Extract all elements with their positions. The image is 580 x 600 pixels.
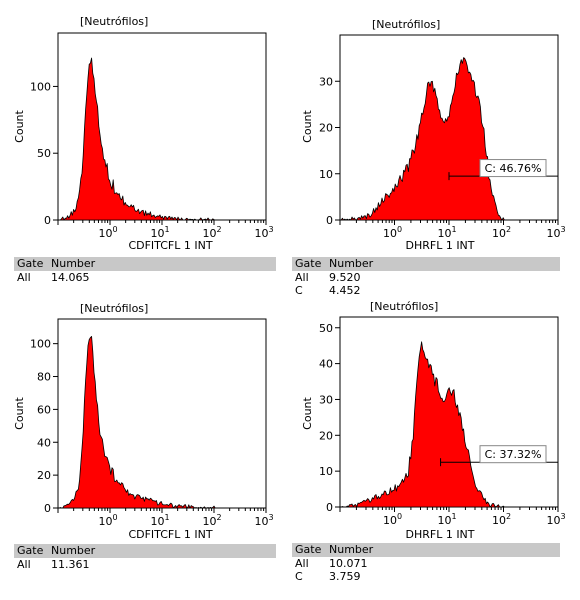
y-tick-label: 20 [37, 469, 51, 482]
histogram-panel-2: [Neutrófilos] Count 0 10 20 30 100 101 102 103 C… [290, 0, 580, 300]
stats-row: C 4.452 [292, 284, 560, 297]
x-tick-label: 102 [492, 225, 511, 240]
number-column-header: Number [329, 257, 374, 270]
histogram-plot-4: 0 10 20 30 40 50 100 101 102 103 C: 37.32% [319, 316, 566, 527]
stats-row: All 10.071 [292, 557, 560, 570]
gate-column-header: Gate [17, 544, 44, 557]
gate-label: C: 37.32% [485, 448, 542, 461]
gate-label: C: 46.76% [485, 162, 542, 175]
histogram-series [57, 57, 267, 221]
stats-row: All 11.361 [14, 558, 276, 571]
x-axis-label: DHRFL 1 INT [405, 528, 475, 541]
x-tick-label: 102 [202, 513, 221, 528]
gate-cell: All [295, 557, 309, 570]
y-tick-label: 80 [37, 371, 51, 384]
histogram-panel-1: [Neutrófilos] Count 0 50 100 100 101 102 103 C… [0, 0, 290, 300]
y-tick-label: 20 [319, 122, 333, 135]
gate-cell: C [295, 570, 303, 583]
chart-title: [Neutrófilos] [372, 18, 441, 31]
y-tick-label: 30 [319, 75, 333, 88]
y-tick-label: 30 [319, 393, 333, 406]
y-tick-label: 40 [37, 436, 51, 449]
x-axis-label: CDFITCFL 1 INT [128, 239, 213, 252]
y-tick-label: 40 [319, 358, 333, 371]
gate-column-header: Gate [17, 257, 44, 270]
y-tick-label: 0 [44, 502, 51, 515]
x-tick-label: 102 [492, 512, 511, 527]
x-tick-label: 103 [546, 225, 565, 240]
gate-cell: All [295, 271, 309, 284]
histogram-series [339, 341, 559, 508]
x-tick-label: 101 [150, 513, 169, 528]
histogram-panel-4: [Neutrófilos] Count 0 10 20 30 40 50 100 101 102… [290, 295, 580, 600]
stats-table-3: Gate Number All 11.361 [14, 544, 276, 571]
x-tick-label: 101 [437, 512, 456, 527]
number-cell: 11.361 [51, 558, 90, 571]
gate-label-box [479, 159, 547, 178]
chart-title: [Neutrófilos] [370, 300, 439, 313]
x-tick-label: 101 [150, 225, 169, 240]
histogram-plot-2: 0 10 20 30 100 101 102 103 C: 46.76% [319, 34, 566, 240]
number-column-header: Number [329, 543, 374, 556]
number-cell: 9.520 [329, 271, 361, 284]
stats-row: All 9.520 [292, 271, 560, 284]
chart-title: [Neutrófilos] [80, 15, 149, 28]
histogram-panel-3: [Neutrófilos] Count 0 20 40 60 80 100 100 101 10… [0, 295, 290, 600]
number-cell: 3.759 [329, 570, 361, 583]
y-tick-label: 20 [319, 429, 333, 442]
x-axis-label: CDFITCFL 1 INT [128, 528, 213, 541]
y-tick-label: 100 [30, 80, 51, 93]
number-column-header: Number [51, 257, 96, 270]
gate-column-header: Gate [295, 543, 322, 556]
x-tick-label: 103 [546, 512, 565, 527]
stats-table-1: Gate Number All 14.065 [14, 257, 276, 284]
stats-header: Gate Number [292, 257, 560, 271]
stats-header: Gate Number [14, 544, 276, 558]
y-tick-label: 10 [319, 168, 333, 181]
x-tick-label: 100 [98, 513, 117, 528]
x-tick-label: 103 [254, 513, 273, 528]
stats-table-2: Gate Number All 9.520 C 4.452 [292, 257, 560, 297]
y-tick-label: 50 [319, 322, 333, 335]
gate-label-box [479, 445, 547, 464]
x-tick-label: 100 [383, 512, 402, 527]
y-tick-label: 0 [326, 501, 333, 514]
gate-cell: All [17, 271, 31, 284]
number-cell: 10.071 [329, 557, 368, 570]
stats-table-4: Gate Number All 10.071 C 3.759 [292, 543, 560, 583]
stats-row: C 3.759 [292, 570, 560, 583]
y-tick-label: 60 [37, 403, 51, 416]
stats-row: All 14.065 [14, 271, 276, 284]
x-tick-label: 100 [98, 225, 117, 240]
x-tick-label: 102 [202, 225, 221, 240]
chart-title: [Neutrófilos] [80, 302, 149, 315]
histogram-series [339, 57, 559, 221]
y-tick-label: 100 [30, 338, 51, 351]
number-cell: 4.452 [329, 284, 361, 297]
x-tick-label: 101 [437, 225, 456, 240]
y-tick-label: 0 [44, 214, 51, 227]
stats-header: Gate Number [292, 543, 560, 557]
histogram-plot-1: 0 50 100 100 101 102 103 [30, 32, 274, 240]
stats-header: Gate Number [14, 257, 276, 271]
histogram-plot-3: 0 20 40 60 80 100 100 101 102 103 [30, 318, 274, 528]
gate-column-header: Gate [295, 257, 322, 270]
y-tick-label: 10 [319, 465, 333, 478]
histogram-series [57, 336, 267, 509]
y-tick-label: 50 [37, 147, 51, 160]
x-tick-label: 103 [254, 225, 273, 240]
number-cell: 14.065 [51, 271, 90, 284]
number-column-header: Number [51, 544, 96, 557]
x-axis-label: DHRFL 1 INT [405, 239, 475, 252]
gate-cell: All [17, 558, 31, 571]
gate-cell: C [295, 284, 303, 297]
y-tick-label: 0 [326, 214, 333, 227]
x-tick-label: 100 [383, 225, 402, 240]
